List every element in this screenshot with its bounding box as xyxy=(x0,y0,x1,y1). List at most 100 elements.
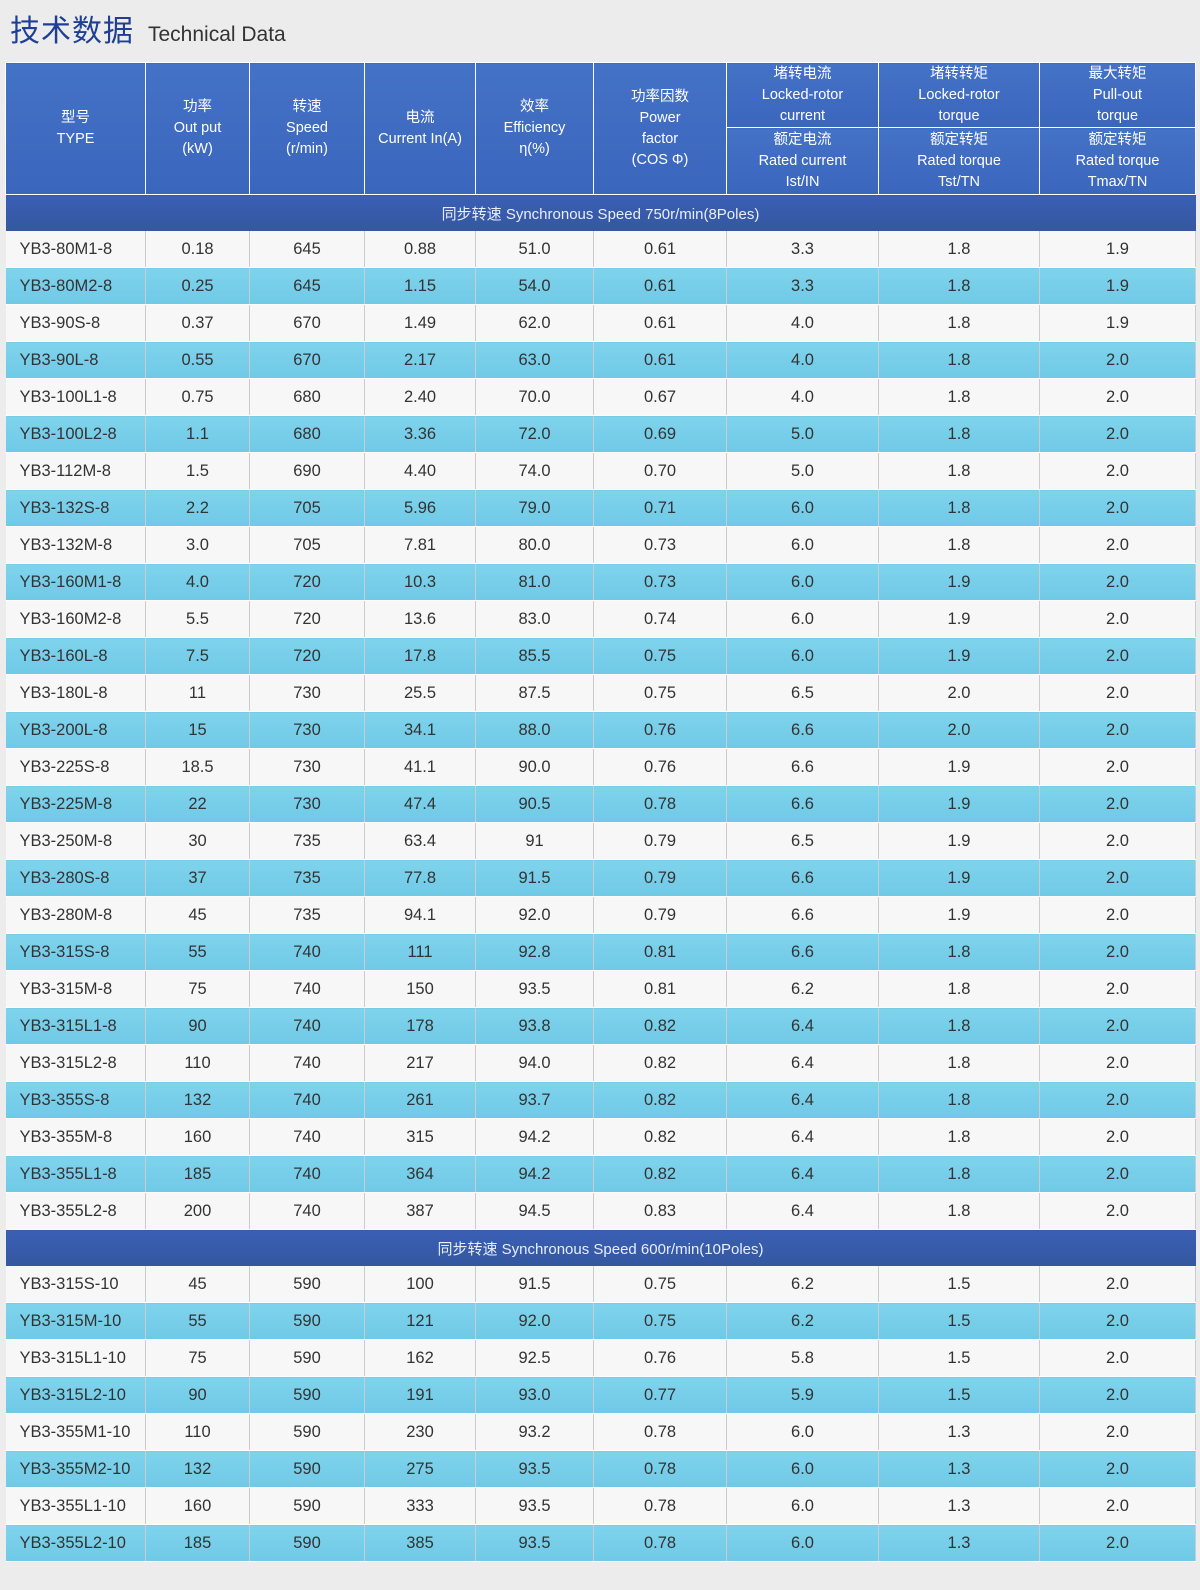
cell-current: 385 xyxy=(364,1524,476,1562)
cell-speed: 645 xyxy=(249,267,365,305)
cell-pullout-torque-ratio: 2.0 xyxy=(1039,1266,1196,1303)
cell-speed: 590 xyxy=(249,1266,365,1303)
table-row: YB3-355L2-10 185 590 385 93.5 0.78 6.0 1.3 2.0 xyxy=(5,1524,1196,1562)
cell-type: YB3-180L-8 xyxy=(5,674,146,712)
table-row: YB3-355L2-8 200 740 387 94.5 0.83 6.4 1.8 2.0 xyxy=(5,1192,1196,1230)
cell-speed: 720 xyxy=(249,600,365,638)
cell-type: YB3-90S-8 xyxy=(5,304,146,342)
cell-current: 121 xyxy=(364,1302,476,1340)
cell-output: 90 xyxy=(145,1376,250,1414)
cell-type: YB3-355M1-10 xyxy=(5,1413,146,1451)
table-row: YB3-180L-8 11 730 25.5 87.5 0.75 6.5 2.0 2.0 xyxy=(5,674,1196,712)
cell-current: 150 xyxy=(364,970,476,1008)
cell-efficiency: 85.5 xyxy=(475,637,594,675)
cell-pullout-torque-ratio: 2.0 xyxy=(1039,674,1196,712)
cell-efficiency: 81.0 xyxy=(475,563,594,601)
cell-current: 364 xyxy=(364,1155,476,1193)
cell-current: 7.81 xyxy=(364,526,476,564)
cell-pullout-torque-ratio: 2.0 xyxy=(1039,1302,1196,1340)
cell-pullout-torque-ratio: 2.0 xyxy=(1039,1044,1196,1082)
table-row: YB3-132S-8 2.2 705 5.96 79.0 0.71 6.0 1.8 2.0 xyxy=(5,489,1196,527)
cell-power-factor: 0.81 xyxy=(593,970,727,1008)
cell-current: 34.1 xyxy=(364,711,476,749)
cell-current: 178 xyxy=(364,1007,476,1045)
cell-speed: 720 xyxy=(249,563,365,601)
cell-power-factor: 0.74 xyxy=(593,600,727,638)
cell-speed: 720 xyxy=(249,637,365,675)
cell-locked-current-ratio: 6.4 xyxy=(726,1192,879,1230)
cell-output: 0.25 xyxy=(145,267,250,305)
cell-speed: 705 xyxy=(249,526,365,564)
header-locked-torque-bottom: 额定转矩 Rated torque Tst/TN xyxy=(878,127,1040,195)
cell-locked-current-ratio: 6.6 xyxy=(726,933,879,971)
cell-power-factor: 0.78 xyxy=(593,1524,727,1562)
cell-output: 55 xyxy=(145,933,250,971)
cell-speed: 740 xyxy=(249,1044,365,1082)
cell-speed: 670 xyxy=(249,341,365,379)
cell-output: 75 xyxy=(145,970,250,1008)
cell-power-factor: 0.83 xyxy=(593,1192,727,1230)
cell-efficiency: 94.5 xyxy=(475,1192,594,1230)
cell-locked-torque-ratio: 1.8 xyxy=(878,489,1040,527)
cell-type: YB3-315L2-10 xyxy=(5,1376,146,1414)
cell-efficiency: 91.5 xyxy=(475,859,594,897)
cell-speed: 590 xyxy=(249,1339,365,1377)
cell-type: YB3-160M2-8 xyxy=(5,600,146,638)
cell-efficiency: 91 xyxy=(475,822,594,860)
cell-power-factor: 0.82 xyxy=(593,1007,727,1045)
cell-output: 185 xyxy=(145,1524,250,1562)
cell-efficiency: 93.5 xyxy=(475,1524,594,1562)
cell-pullout-torque-ratio: 2.0 xyxy=(1039,1450,1196,1488)
cell-locked-torque-ratio: 1.9 xyxy=(878,859,1040,897)
cell-locked-torque-ratio: 1.9 xyxy=(878,748,1040,786)
cell-power-factor: 0.70 xyxy=(593,452,727,490)
cell-locked-current-ratio: 6.0 xyxy=(726,526,879,564)
table-row: YB3-315S-8 55 740 111 92.8 0.81 6.6 1.8 2.0 xyxy=(5,933,1196,971)
cell-locked-current-ratio: 4.0 xyxy=(726,341,879,379)
table-row: YB3-315L2-10 90 590 191 93.0 0.77 5.9 1.5 2.0 xyxy=(5,1376,1196,1414)
cell-power-factor: 0.79 xyxy=(593,859,727,897)
cell-current: 2.40 xyxy=(364,378,476,416)
header-locked-current-top: 堵转电流 Locked-rotor current xyxy=(726,62,879,128)
table-row: YB3-100L2-8 1.1 680 3.36 72.0 0.69 5.0 1.8 2.0 xyxy=(5,415,1196,453)
cell-efficiency: 79.0 xyxy=(475,489,594,527)
table-row: YB3-225M-8 22 730 47.4 90.5 0.78 6.6 1.9 2.0 xyxy=(5,785,1196,823)
cell-pullout-torque-ratio: 2.0 xyxy=(1039,1192,1196,1230)
table-row: YB3-280S-8 37 735 77.8 91.5 0.79 6.6 1.9 2.0 xyxy=(5,859,1196,897)
cell-pullout-torque-ratio: 2.0 xyxy=(1039,785,1196,823)
cell-pullout-torque-ratio: 1.9 xyxy=(1039,267,1196,305)
cell-pullout-torque-ratio: 2.0 xyxy=(1039,1081,1196,1119)
header-pullout-top: 最大转矩 Pull-out torque xyxy=(1039,62,1196,128)
cell-type: YB3-112M-8 xyxy=(5,452,146,490)
table-body: 同步转速 Synchronous Speed 750r/min(8Poles) Y… xyxy=(5,194,1196,1562)
cell-output: 0.37 xyxy=(145,304,250,342)
cell-locked-current-ratio: 5.9 xyxy=(726,1376,879,1414)
cell-power-factor: 0.79 xyxy=(593,822,727,860)
cell-power-factor: 0.61 xyxy=(593,231,727,268)
cell-power-factor: 0.61 xyxy=(593,304,727,342)
cell-power-factor: 0.73 xyxy=(593,563,727,601)
cell-speed: 730 xyxy=(249,785,365,823)
cell-output: 30 xyxy=(145,822,250,860)
table-row: YB3-315M-8 75 740 150 93.5 0.81 6.2 1.8 2.0 xyxy=(5,970,1196,1008)
cell-speed: 740 xyxy=(249,1118,365,1156)
cell-type: YB3-250M-8 xyxy=(5,822,146,860)
cell-type: YB3-90L-8 xyxy=(5,341,146,379)
cell-output: 7.5 xyxy=(145,637,250,675)
cell-pullout-torque-ratio: 2.0 xyxy=(1039,415,1196,453)
cell-type: YB3-315L1-8 xyxy=(5,1007,146,1045)
cell-type: YB3-315S-8 xyxy=(5,933,146,971)
cell-locked-torque-ratio: 1.8 xyxy=(878,231,1040,268)
cell-output: 37 xyxy=(145,859,250,897)
cell-locked-torque-ratio: 1.9 xyxy=(878,822,1040,860)
cell-current: 5.96 xyxy=(364,489,476,527)
cell-locked-current-ratio: 6.6 xyxy=(726,748,879,786)
cell-efficiency: 90.5 xyxy=(475,785,594,823)
cell-locked-torque-ratio: 1.8 xyxy=(878,415,1040,453)
cell-type: YB3-355M-8 xyxy=(5,1118,146,1156)
table-row: YB3-250M-8 30 735 63.4 91 0.79 6.5 1.9 2.0 xyxy=(5,822,1196,860)
cell-output: 45 xyxy=(145,896,250,934)
table-row: YB3-315L2-8 110 740 217 94.0 0.82 6.4 1.8 2.0 xyxy=(5,1044,1196,1082)
cell-efficiency: 93.8 xyxy=(475,1007,594,1045)
table-header: 型号 TYPE 功率 Out put (kW) 转速 Speed (r/min)… xyxy=(5,62,1196,195)
